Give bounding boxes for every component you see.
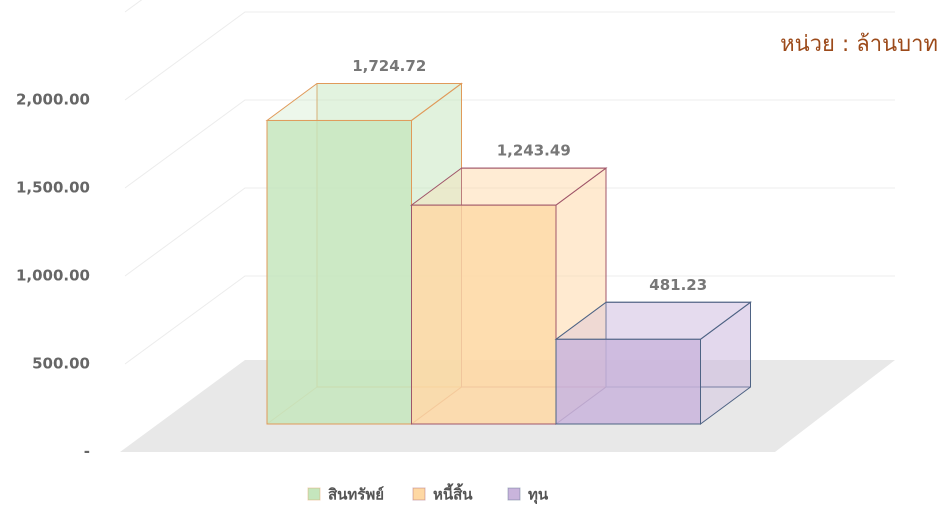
legend-swatch bbox=[412, 487, 426, 501]
grid-line bbox=[124, 11, 895, 101]
legend-label: ทุน bbox=[528, 486, 549, 505]
bar bbox=[555, 338, 701, 425]
value-label: 1,724.72 bbox=[352, 57, 426, 75]
bar bbox=[266, 119, 412, 425]
unit-annotation: หน่วย : ล้านบาท bbox=[780, 32, 938, 57]
y-tick-label: 1,000.00 bbox=[16, 267, 90, 285]
y-tick-label: 1,500.00 bbox=[16, 179, 90, 197]
legend-swatch bbox=[507, 487, 521, 501]
legend-swatch bbox=[307, 487, 321, 501]
legend-label: หนี้สิ้น bbox=[433, 483, 473, 504]
grid-line bbox=[124, 275, 895, 365]
value-label: 1,243.49 bbox=[497, 142, 571, 160]
y-tick-label: 2,000.00 bbox=[16, 91, 90, 109]
value-label: 481.23 bbox=[649, 276, 707, 294]
grid-line bbox=[124, 187, 895, 277]
grid-line bbox=[124, 0, 143, 13]
y-tick-label: - bbox=[84, 443, 90, 461]
legend-label: สินทรัพย์ bbox=[328, 486, 384, 504]
y-tick-label: 500.00 bbox=[32, 355, 90, 373]
grid-line bbox=[124, 99, 895, 189]
bar bbox=[411, 204, 557, 425]
